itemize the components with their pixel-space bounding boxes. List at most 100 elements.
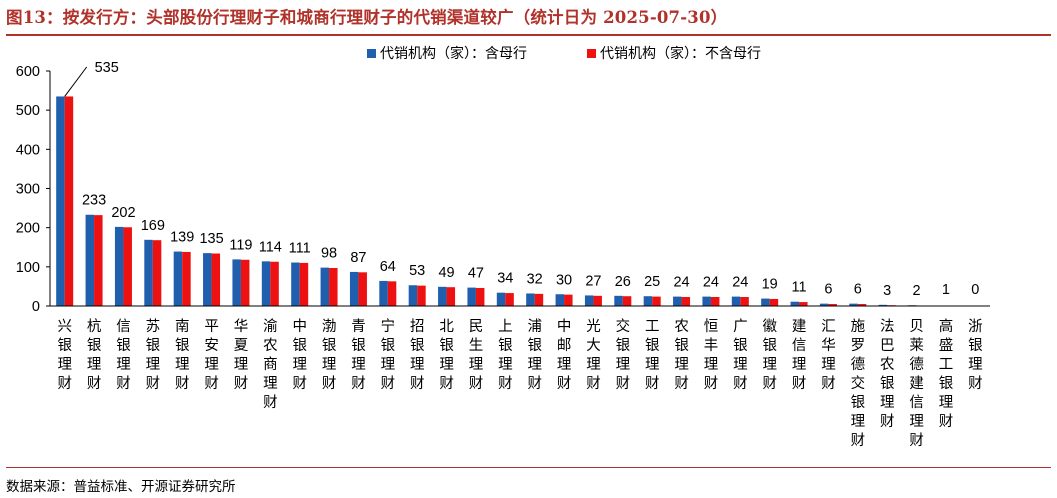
data-label-18: 27 [585,273,601,289]
x-tick-label-13-3: 财 [439,375,454,392]
x-tick-label-16-1: 银 [527,337,542,354]
data-label-26: 6 [824,282,832,298]
x-tick-label-30-3: 银 [939,375,954,392]
bar-s2-21 [681,296,691,306]
data-label-leader-0 [64,66,88,97]
title-underline [6,34,1051,36]
y-tick-label-3: 300 [16,182,40,198]
x-tick-label-27-6: 财 [851,432,866,449]
x-tick-label-29-3: 建 [909,375,924,392]
x-tick-label-24-0: 徽 [762,318,777,335]
x-tick-label-3-3: 财 [146,375,161,392]
data-label-8: 111 [289,241,311,257]
x-tick-label-13-2: 理 [439,357,454,373]
data-label-20: 25 [644,274,660,290]
bar-s1-27 [849,303,858,306]
x-tick-label-8-2: 理 [292,357,307,373]
bar-s1-21 [673,296,682,306]
x-tick-label-16-3: 财 [527,375,542,392]
x-tick-label-16-2: 理 [527,357,542,373]
data-label-0: 535 [95,60,119,76]
data-label-14: 47 [468,266,484,282]
y-tick-label-5: 500 [16,103,40,119]
x-tick-label-18-1: 大 [586,337,601,354]
bar-s1-7 [261,261,271,306]
x-tick-label-22-1: 丰 [704,337,719,354]
legend-label-1: 代销机构（家）：不含母行 [600,45,761,62]
x-tick-label-0-2: 理 [57,357,72,373]
data-label-22: 24 [703,275,719,291]
x-tick-label-28-4: 理 [880,395,895,411]
bar-s1-10 [349,271,359,306]
x-tick-label-6-1: 夏 [234,338,249,354]
x-tick-label-19-1: 银 [616,337,631,354]
x-tick-label-18-3: 财 [586,375,601,392]
x-tick-label-5-3: 财 [204,375,219,392]
data-label-15: 34 [497,271,513,287]
bar-s2-5 [211,253,221,306]
x-tick-label-5-2: 理 [204,357,219,373]
bar-s1-16 [526,293,535,306]
x-tick-label-3-1: 银 [146,337,161,354]
bar-s1-19 [614,295,623,306]
y-tick-label-0: 0 [32,299,40,315]
x-tick-label-1-2: 理 [87,357,102,373]
x-tick-label-30-4: 理 [939,395,954,411]
x-tick-label-17-2: 理 [557,357,572,373]
bar-s2-23 [740,296,749,306]
x-tick-label-18-0: 光 [586,318,601,335]
bar-s2-0 [64,96,74,306]
x-tick-label-29-2: 德 [909,356,924,373]
legend-swatch-1 [587,49,596,58]
data-label-25: 11 [792,280,807,296]
x-tick-label-29-6: 财 [909,432,924,449]
footer-rule [6,467,1051,468]
data-label-5: 135 [199,231,223,247]
x-tick-label-21-2: 理 [674,357,689,373]
x-tick-label-14-0: 民 [469,319,484,335]
data-label-16: 32 [527,271,543,287]
x-tick-label-7-3: 理 [263,376,278,392]
x-tick-label-13-0: 北 [439,318,454,335]
x-tick-label-22-3: 财 [704,375,719,392]
bar-s2-25 [799,302,808,306]
bar-s1-11 [379,280,388,306]
x-tick-label-26-3: 财 [821,375,836,392]
bar-s2-8 [299,262,309,306]
data-label-19: 26 [615,274,631,290]
bar-s1-1 [85,214,95,306]
x-tick-label-19-3: 财 [616,375,631,392]
legend: 代销机构（家）：含母行 代销机构（家）：不含母行 [367,45,761,62]
data-label-24: 19 [762,277,778,293]
x-tick-label-29-5: 理 [909,414,924,430]
x-tick-label-20-3: 财 [645,375,660,392]
bar-s1-2 [114,226,124,306]
bar-s2-24 [769,298,779,306]
bar-s2-6 [240,259,250,306]
data-label-31: 0 [971,282,979,298]
x-tick-label-27-4: 银 [851,394,866,411]
y-axis: 0 100 200 300 400 500 600 [16,64,51,315]
x-tick-label-9-1: 银 [322,337,337,354]
bar-s2-14 [475,287,485,306]
x-tick-label-20-2: 理 [645,357,660,373]
x-tick-label-20-0: 工 [645,319,660,335]
x-tick-label-30-2: 工 [939,357,954,373]
x-tick-label-22-0: 恒 [704,318,719,335]
data-label-27: 6 [854,282,862,298]
bar-s2-19 [622,296,632,306]
bar-s2-7 [270,261,279,306]
bar-s2-3 [152,240,162,306]
x-tick-label-29-1: 莱 [909,337,924,354]
bar-s2-18 [593,295,602,306]
x-tick-label-6-2: 理 [234,357,249,373]
x-tick-label-15-3: 财 [498,375,513,392]
x-tick-label-26-2: 理 [821,357,836,373]
x-tick-label-12-1: 银 [410,337,425,354]
bar-s2-17 [564,294,573,306]
data-label-4: 139 [170,230,194,246]
bar-s1-4 [173,251,183,306]
bar-s2-4 [182,251,191,306]
bar-s1-23 [731,296,741,306]
